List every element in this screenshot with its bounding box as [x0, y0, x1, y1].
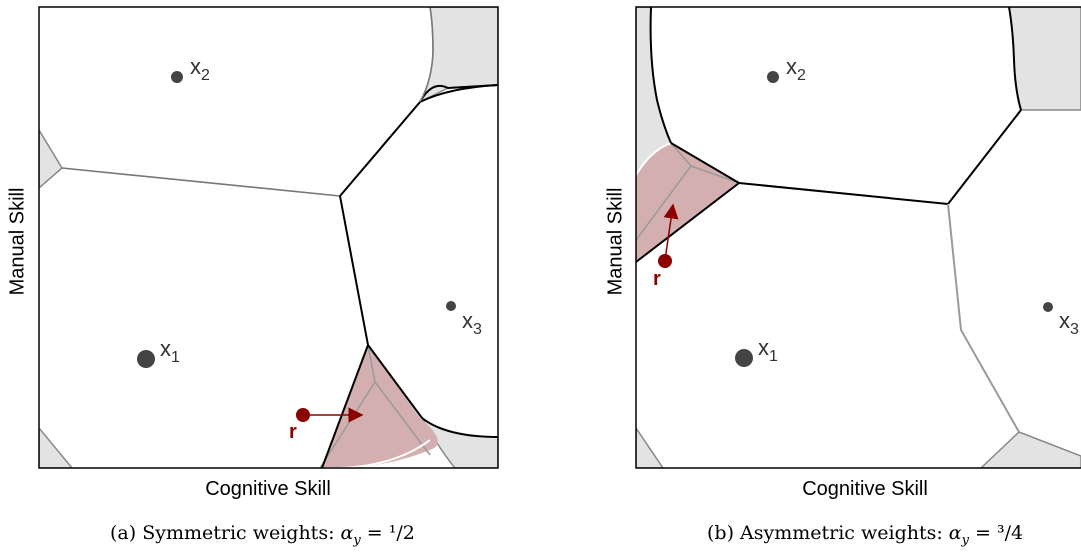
point-x1 [137, 350, 155, 368]
y-axis-label: Manual Skill [6, 187, 29, 296]
label-r: r [289, 421, 297, 443]
label-x2: x2 [190, 54, 210, 84]
diagram-b: x2 x1 x3 r [635, 6, 1081, 469]
caption-a: (a) Symmetric weights: αy = ¹/2 [110, 522, 415, 548]
label-x1: x1 [160, 336, 180, 366]
label-x3: x3 [1059, 308, 1079, 338]
point-r [296, 408, 310, 422]
diagram-a: x2 x1 x3 r [38, 6, 499, 469]
panel-a: x2 x1 x3 r Cognitive Skill Manual Skill … [0, 0, 540, 556]
point-x1 [735, 349, 753, 367]
gray-region-bottom-right [979, 431, 1081, 468]
y-axis-label: Manual Skill [604, 187, 627, 296]
gray-region-bottom-left [636, 426, 664, 468]
label-x1: x1 [758, 335, 778, 365]
label-x3: x3 [462, 308, 482, 338]
label-x2: x2 [786, 54, 806, 84]
red-region [636, 143, 739, 262]
point-x3 [1043, 302, 1053, 312]
plot-frame-b [635, 6, 1081, 469]
point-r [658, 254, 672, 268]
x-axis-label: Cognitive Skill [802, 478, 928, 500]
caption-b: (b) Asymmetric weights: αy = ³/4 [707, 522, 1024, 548]
point-x2 [171, 71, 183, 83]
gray-region-bottom-left [39, 426, 73, 468]
gray-region-top-right [1008, 7, 1081, 111]
gray-region-left [39, 128, 63, 189]
point-x3 [446, 301, 456, 311]
point-x2 [767, 71, 779, 83]
boundary-12 [61, 167, 341, 197]
panel-b: x2 x1 x3 r Cognitive Skill Manual Skill … [541, 0, 1081, 556]
label-r: r [653, 268, 661, 290]
plot-frame-a [38, 6, 499, 469]
red-region [323, 345, 438, 468]
x-axis-label: Cognitive Skill [205, 478, 331, 500]
r-arrow [663, 203, 679, 261]
